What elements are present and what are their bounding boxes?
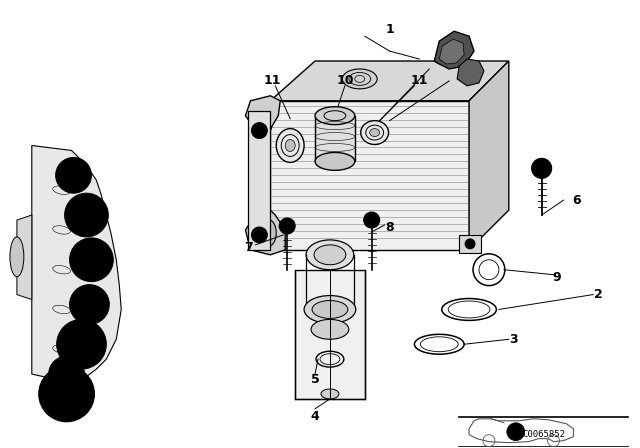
Text: 6: 6 — [572, 194, 580, 207]
Ellipse shape — [311, 319, 349, 339]
Circle shape — [59, 386, 74, 402]
Text: 3: 3 — [509, 333, 518, 346]
Circle shape — [255, 127, 263, 134]
Text: 4: 4 — [310, 410, 319, 423]
Bar — [459, 235, 481, 253]
Ellipse shape — [10, 237, 24, 277]
Text: 2: 2 — [594, 288, 603, 301]
Circle shape — [70, 284, 109, 324]
Ellipse shape — [314, 245, 346, 265]
Circle shape — [252, 227, 268, 243]
Circle shape — [70, 238, 113, 282]
Text: C0065852: C0065852 — [522, 430, 565, 439]
Polygon shape — [246, 210, 285, 255]
Polygon shape — [246, 96, 280, 130]
Text: 7: 7 — [244, 241, 253, 254]
Circle shape — [532, 159, 552, 178]
Text: 5: 5 — [310, 373, 319, 386]
Polygon shape — [457, 59, 484, 86]
Circle shape — [507, 423, 525, 441]
Polygon shape — [469, 61, 509, 250]
Polygon shape — [32, 146, 121, 384]
Circle shape — [364, 212, 380, 228]
Text: 10: 10 — [336, 74, 353, 87]
Circle shape — [39, 366, 95, 422]
Circle shape — [65, 193, 108, 237]
Circle shape — [255, 231, 263, 239]
Circle shape — [252, 123, 268, 138]
Ellipse shape — [370, 129, 380, 137]
Ellipse shape — [285, 139, 295, 151]
Text: 11: 11 — [411, 74, 428, 87]
Ellipse shape — [276, 129, 304, 162]
Circle shape — [49, 356, 84, 392]
Ellipse shape — [304, 296, 356, 323]
Bar — [248, 111, 270, 250]
Ellipse shape — [259, 219, 276, 247]
Ellipse shape — [306, 240, 354, 270]
Text: 8: 8 — [385, 221, 394, 234]
Bar — [270, 101, 469, 250]
Polygon shape — [435, 31, 474, 69]
Polygon shape — [17, 215, 32, 300]
Circle shape — [465, 239, 475, 249]
Ellipse shape — [321, 389, 339, 399]
Ellipse shape — [342, 69, 377, 89]
Ellipse shape — [315, 107, 355, 125]
Bar — [315, 116, 355, 161]
Ellipse shape — [312, 301, 348, 319]
Ellipse shape — [315, 152, 355, 170]
Ellipse shape — [361, 121, 388, 145]
Text: 11: 11 — [264, 74, 281, 87]
Bar — [295, 270, 365, 399]
Circle shape — [279, 218, 295, 234]
Text: 9: 9 — [552, 271, 561, 284]
Polygon shape — [439, 39, 464, 64]
Circle shape — [57, 319, 106, 369]
Circle shape — [56, 157, 92, 193]
Text: 1: 1 — [385, 23, 394, 36]
Polygon shape — [270, 61, 509, 101]
